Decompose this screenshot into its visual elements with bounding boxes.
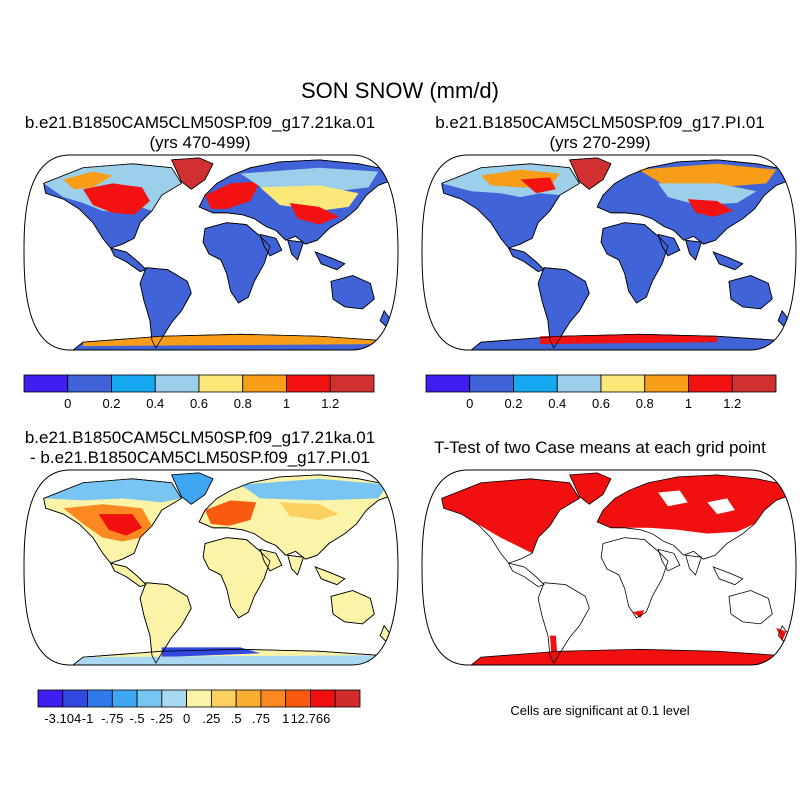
colorbar-case2-swatch xyxy=(600,374,646,393)
panel-diff-title-line2: - b.e21.B1850CAM5CLM50SP.f09_g17.PI.01 xyxy=(30,448,370,467)
colorbar-difference-swatch xyxy=(235,689,262,708)
colorbar-difference-tick-label: .25 xyxy=(202,711,220,726)
colorbar-case1-tick-label: 0.6 xyxy=(190,396,208,411)
colorbar-difference-swatch xyxy=(87,689,113,708)
colorbar-difference-swatch xyxy=(334,689,361,708)
colorbar-case1-tick-label: 1 xyxy=(283,396,290,411)
colorbar-difference-swatch xyxy=(260,689,287,708)
diff-pattern xyxy=(43,472,389,665)
colorbar-case2-swatch xyxy=(556,374,602,393)
colorbar-difference-tick-label: -.75 xyxy=(101,711,123,726)
colorbar-case1-tick-label: 0.4 xyxy=(146,396,164,411)
colorbar-case2-tick-label: 0.6 xyxy=(592,396,610,411)
colorbar-difference-swatch xyxy=(62,689,88,708)
colorbar-difference-swatch xyxy=(161,689,188,708)
colorbar-case1-swatch xyxy=(23,374,69,393)
map-ttest xyxy=(421,469,797,666)
colorbar-case1-swatch xyxy=(329,374,375,393)
colorbar-case2-swatch xyxy=(469,374,514,393)
colorbar-case2-tick-label: 1.2 xyxy=(723,396,741,411)
colorbar-difference-swatch xyxy=(111,689,138,708)
colorbar-case1: 0 0.2 0.4 0.6 0.8 1 1.2 xyxy=(23,374,375,411)
colorbar-case1-swatch xyxy=(242,374,287,393)
colorbar-case2: 0 0.2 0.4 0.6 0.8 1 1.2 xyxy=(425,374,777,411)
snow-pattern-case2 xyxy=(441,157,777,345)
colorbar-case1-swatch xyxy=(154,374,200,393)
panel-case2-title-line2: (yrs 270-299) xyxy=(549,133,651,152)
colorbar-case1-tick-label: 0 xyxy=(64,396,71,411)
colorbar-case1-swatch xyxy=(67,374,112,393)
panel-case2-title: b.e21.B1850CAM5CLM50SP.f09_g17.PI.01 (yr… xyxy=(400,113,800,153)
colorbar-case2-tick-label: 0.4 xyxy=(548,396,566,411)
colorbar-case2-swatch xyxy=(644,374,689,393)
colorbar-case2-tick-label: 1 xyxy=(685,396,692,411)
colorbar-difference-tick-label: .75 xyxy=(252,711,270,726)
colorbar-difference-tick-label: .5 xyxy=(231,711,242,726)
panel-ttest-title-line1: T-Test of two Case means at each grid po… xyxy=(434,438,766,457)
colorbar-difference-tick-label: 1 xyxy=(282,711,289,726)
figure-title: SON SNOW (mm/d) xyxy=(301,78,499,103)
colorbar-difference-tick-label: 12.766 xyxy=(291,711,331,726)
colorbar-difference-tick-label: -1 xyxy=(82,711,94,726)
colorbar-difference-swatch xyxy=(285,689,311,708)
colorbar-case1-tick-label: 1.2 xyxy=(321,396,339,411)
colorbar-case1-swatch xyxy=(198,374,244,393)
panel-case2-title-line1: b.e21.B1850CAM5CLM50SP.f09_g17.PI.01 xyxy=(435,113,765,132)
panel-ttest-title: T-Test of two Case means at each grid po… xyxy=(400,438,800,458)
colorbar-case2-tick-label: 0 xyxy=(466,396,473,411)
significance-note: Cells are significant at 0.1 level xyxy=(510,703,690,718)
colorbar-difference-tick-label: 0 xyxy=(183,711,190,726)
colorbar-difference-tick-label: -.5 xyxy=(129,711,144,726)
colorbar-case1-swatch xyxy=(111,374,156,393)
colorbar-difference-swatch xyxy=(37,689,64,708)
map-case2 xyxy=(421,154,797,351)
panel-case1-title-line2: (yrs 470-499) xyxy=(149,133,251,152)
colorbar-case1-tick-label: 0.8 xyxy=(234,396,252,411)
colorbar-difference-swatch xyxy=(186,689,212,708)
colorbar-difference-swatch xyxy=(210,689,237,708)
panel-case1-title-line1: b.e21.B1850CAM5CLM50SP.f09_g17.21ka.01 xyxy=(24,113,376,132)
colorbar-case2-swatch xyxy=(731,374,777,393)
colorbar-difference: -3.104 -1 -.75 -.5 -.25 0 .25 .5 .75 1 12.766 xyxy=(37,689,361,726)
map-difference xyxy=(23,469,399,666)
panel-diff-title-line1: b.e21.B1850CAM5CLM50SP.f09_g17.21ka.01 xyxy=(24,428,376,447)
panel-case1-title: b.e21.B1850CAM5CLM50SP.f09_g17.21ka.01 (… xyxy=(0,113,400,153)
colorbar-case2-swatch xyxy=(425,374,471,393)
map-case1 xyxy=(23,154,399,351)
colorbar-difference-swatch xyxy=(310,689,336,708)
colorbar-case1-swatch xyxy=(286,374,331,393)
colorbar-case2-swatch xyxy=(688,374,733,393)
panel-diff-title: b.e21.B1850CAM5CLM50SP.f09_g17.21ka.01 -… xyxy=(0,428,400,468)
colorbar-difference-swatch xyxy=(136,689,163,708)
colorbar-case2-tick-label: 0.8 xyxy=(636,396,654,411)
colorbar-case2-tick-label: 0.2 xyxy=(504,396,522,411)
colorbar-difference-tick-label: -3.104 xyxy=(44,711,81,726)
colorbar-case2-swatch xyxy=(513,374,558,393)
colorbar-case1-tick-label: 0.2 xyxy=(102,396,120,411)
colorbar-difference-tick-label: -.25 xyxy=(151,711,173,726)
